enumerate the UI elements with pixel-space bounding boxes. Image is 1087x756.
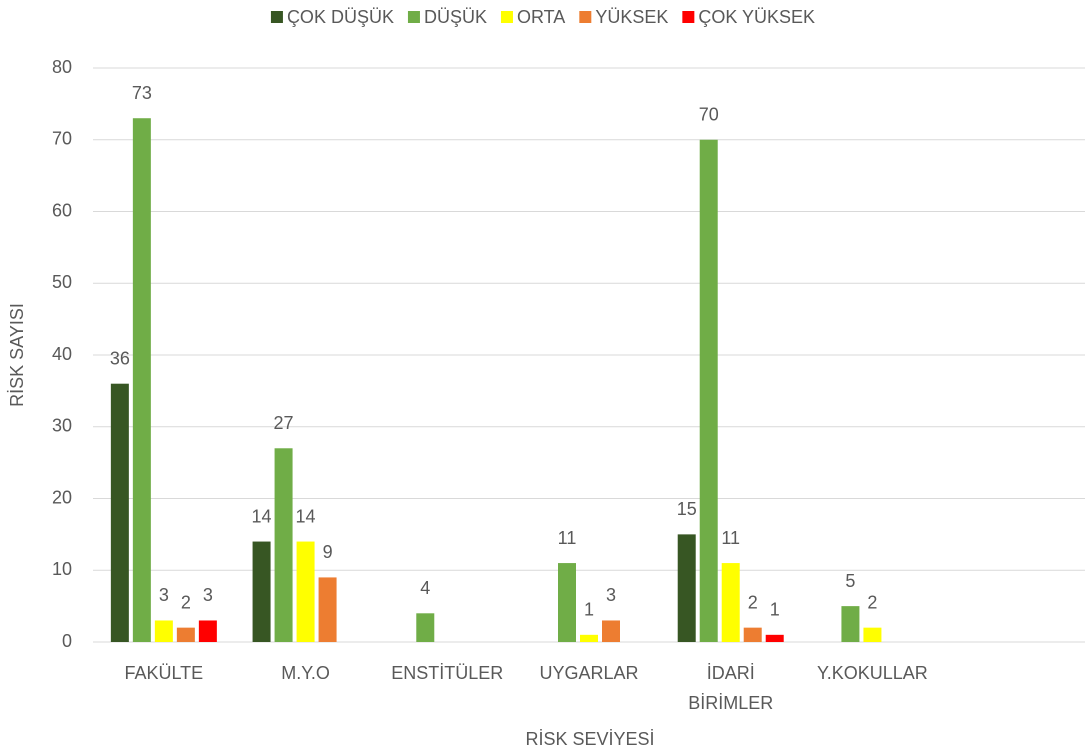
data-label: 11 bbox=[558, 528, 577, 548]
bar bbox=[176, 627, 195, 642]
data-label: 3 bbox=[159, 585, 169, 605]
legend-label: YÜKSEK bbox=[595, 7, 668, 27]
y-tick-label: 40 bbox=[52, 344, 72, 364]
bar bbox=[132, 118, 151, 643]
x-tick-label: ENSTİTÜLER bbox=[391, 663, 504, 683]
y-tick-label: 60 bbox=[52, 200, 72, 220]
bar bbox=[602, 620, 620, 642]
bar bbox=[198, 620, 217, 642]
data-label: 2 bbox=[181, 592, 191, 612]
x-tick-label: UYGARLAR bbox=[539, 663, 639, 683]
data-label: 4 bbox=[420, 578, 430, 598]
legend-swatch bbox=[407, 11, 420, 23]
legend-label: ORTA bbox=[517, 7, 565, 27]
bar bbox=[296, 541, 315, 642]
legend-label: ÇOK YÜKSEK bbox=[698, 7, 815, 27]
bar bbox=[743, 627, 762, 642]
legend-swatch bbox=[500, 11, 513, 23]
y-tick-label: 80 bbox=[52, 57, 72, 77]
bar bbox=[274, 448, 293, 642]
data-label: 27 bbox=[274, 413, 294, 433]
bar bbox=[841, 606, 860, 642]
legend-swatch bbox=[270, 11, 283, 23]
y-tick-label: 50 bbox=[52, 272, 72, 292]
data-label: 1 bbox=[584, 600, 594, 620]
x-axis-title: RİSK SEVİYESİ bbox=[525, 729, 654, 749]
bar bbox=[580, 634, 598, 642]
legend-label: DÜŞÜK bbox=[424, 7, 487, 27]
y-tick-label: 10 bbox=[52, 559, 72, 579]
x-tick-label: M.Y.O bbox=[281, 663, 330, 683]
y-tick-label: 20 bbox=[52, 487, 72, 507]
data-label: 36 bbox=[110, 348, 130, 368]
data-label: 11 bbox=[721, 528, 740, 548]
bar bbox=[252, 541, 271, 642]
bar bbox=[721, 563, 740, 642]
data-label: 5 bbox=[845, 571, 855, 591]
bar bbox=[154, 620, 173, 642]
bar bbox=[110, 383, 129, 642]
data-label: 3 bbox=[203, 585, 213, 605]
data-label: 9 bbox=[323, 542, 333, 562]
data-label: 14 bbox=[252, 506, 272, 526]
bar bbox=[765, 634, 784, 642]
y-tick-label: 30 bbox=[52, 416, 72, 436]
bar bbox=[416, 613, 435, 642]
legend-swatch bbox=[682, 11, 695, 23]
x-tick-label: FAKÜLTE bbox=[124, 663, 204, 683]
bar bbox=[863, 627, 882, 642]
x-tick-label: Y.KOKULLAR bbox=[817, 663, 928, 683]
data-label: 3 bbox=[606, 585, 616, 605]
x-tick-label: İDARİ BİRİMLER bbox=[688, 663, 774, 713]
bar bbox=[558, 563, 576, 642]
data-label: 2 bbox=[748, 592, 758, 612]
bar bbox=[318, 577, 337, 642]
y-tick-label: 0 bbox=[62, 631, 72, 651]
data-label: 70 bbox=[699, 105, 719, 125]
bar bbox=[699, 139, 718, 642]
bar bbox=[677, 534, 696, 642]
data-label: 1 bbox=[770, 600, 780, 620]
data-label: 14 bbox=[296, 506, 316, 526]
y-tick-label: 70 bbox=[52, 129, 72, 149]
data-label: 2 bbox=[867, 592, 877, 612]
y-axis-title: RİSK SAYISI bbox=[7, 303, 27, 407]
data-label: 73 bbox=[132, 83, 152, 103]
legend-swatch bbox=[579, 11, 592, 23]
data-label: 15 bbox=[677, 499, 697, 519]
legend-label: ÇOK DÜŞÜK bbox=[287, 7, 394, 27]
